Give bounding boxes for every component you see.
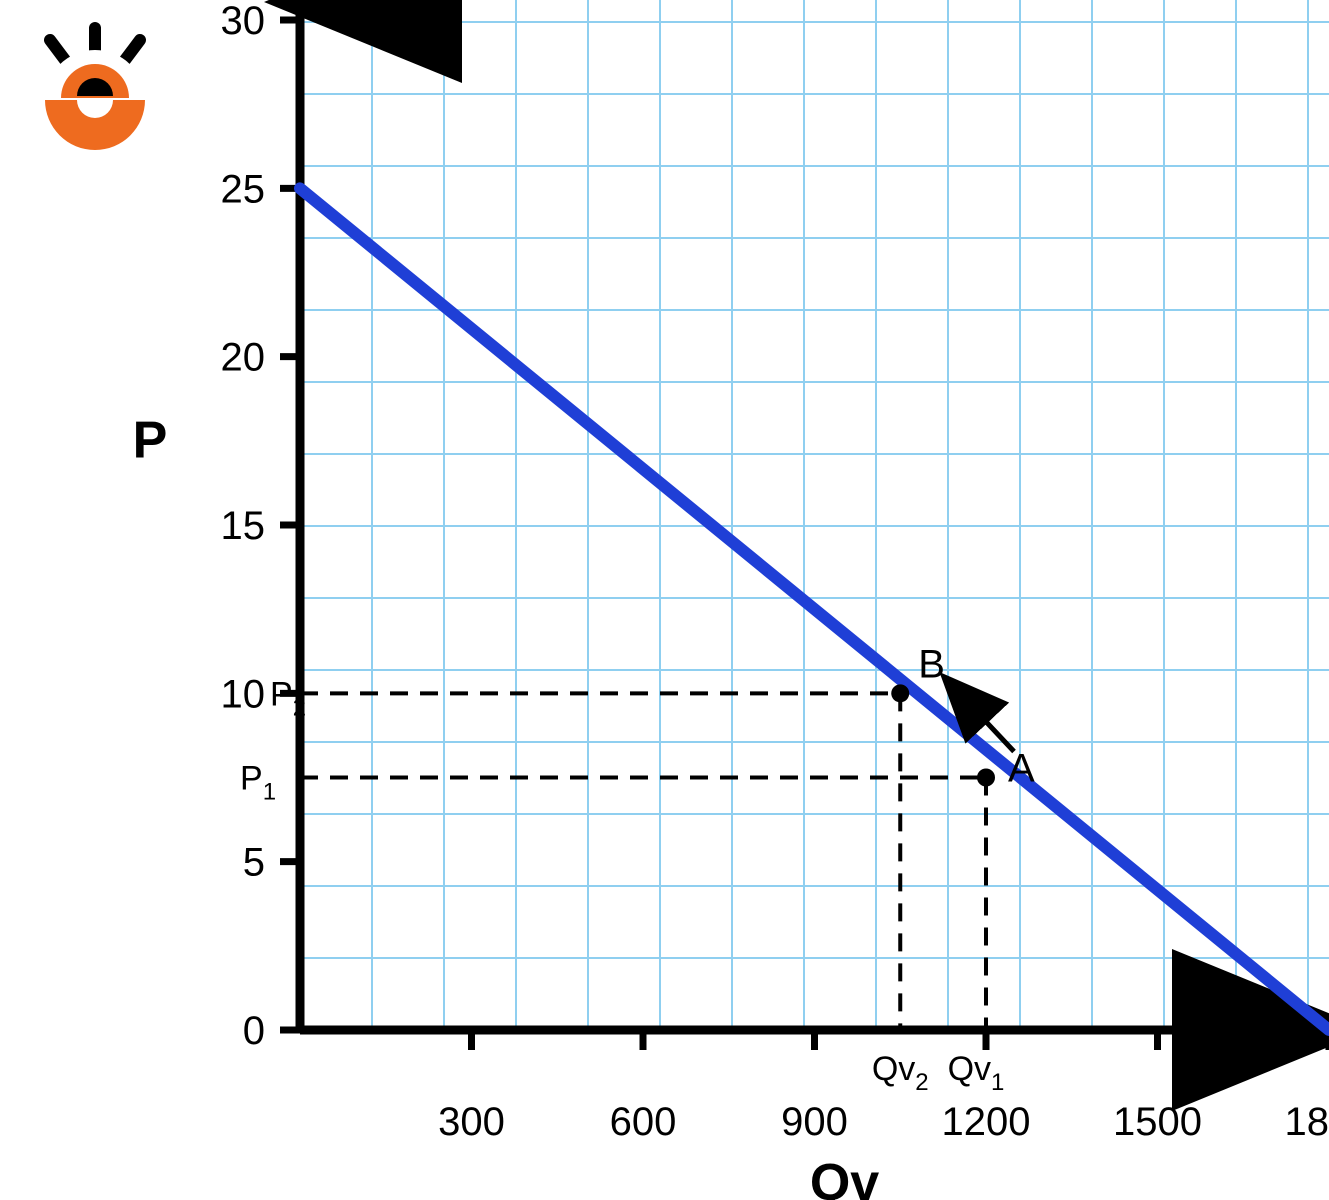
chart-points — [891, 684, 995, 786]
x-tick-label-900: 900 — [781, 1100, 848, 1144]
x-tick-label-1200: 1200 — [942, 1100, 1031, 1144]
x-axis-title: Qv — [810, 1154, 879, 1200]
point-label-a: A — [1008, 747, 1035, 791]
x-extra-label-qv1: Qv1 — [948, 1050, 1005, 1096]
point-label-b: B — [918, 642, 945, 686]
x-tick-label-600: 600 — [610, 1100, 677, 1144]
reference-lines — [300, 693, 986, 1030]
y-tick-label-0: 0 — [243, 1009, 265, 1053]
y-extra-label-p1: P1 — [240, 760, 276, 806]
demand-line — [300, 188, 1329, 1030]
y-tick-label-10: 10 — [221, 672, 266, 716]
y-tick-label-20: 20 — [221, 336, 266, 380]
y-tick-label-30: 30 — [221, 0, 266, 43]
y-tick-label-15: 15 — [221, 504, 266, 548]
x-extra-label-qv2: Qv2 — [872, 1050, 929, 1096]
y-tick-label-5: 5 — [243, 841, 265, 885]
y-axis-title: P — [133, 412, 168, 470]
logo-icon — [45, 28, 145, 150]
y-tick-label-25: 25 — [221, 167, 266, 211]
grid — [300, 0, 1329, 1030]
x-tick-label-1800: 1800 — [1285, 1100, 1329, 1144]
x-tick-label-1500: 1500 — [1113, 1100, 1202, 1144]
demand-curve-chart: 30 25 20 15 10 5 0 300 600 900 1200 1500… — [0, 0, 1329, 1200]
x-tick-label-300: 300 — [438, 1100, 505, 1144]
